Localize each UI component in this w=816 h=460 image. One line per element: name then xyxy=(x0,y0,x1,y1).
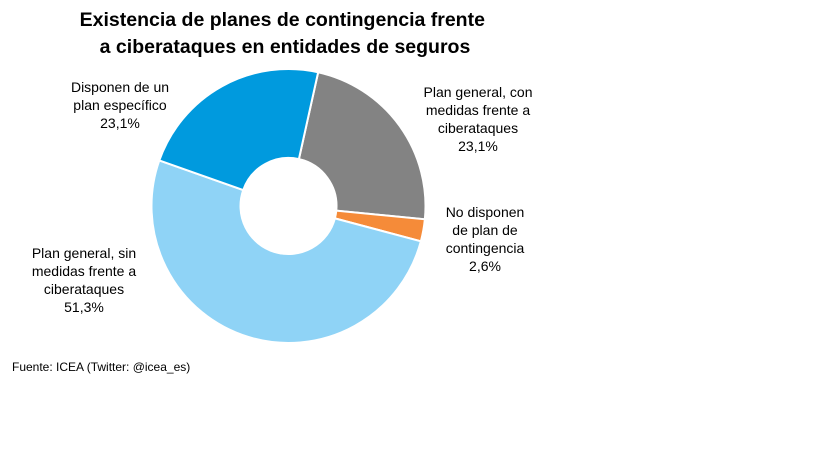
slice-value-label: 2,6% xyxy=(469,258,501,274)
slice-label-line: de plan de xyxy=(452,222,518,238)
chart-title: Existencia de planes de contingencia fre… xyxy=(80,9,491,58)
slice-label-line: ciberataques xyxy=(438,120,518,136)
slice-label-line: Plan general, sin xyxy=(32,245,136,261)
slice-label-line: Disponen de un xyxy=(71,79,169,95)
chart-title-line: a ciberataques en entidades de seguros xyxy=(100,36,471,58)
slice-label-line: medidas frente a xyxy=(426,102,530,118)
slice-label-line: medidas frente a xyxy=(32,263,136,279)
slice-label: Plan general, con medidas frente a ciberat… xyxy=(424,84,533,154)
slice-label: Plan general, sin medidas frente a ciberat… xyxy=(32,245,136,315)
donut-slice xyxy=(150,159,423,344)
chart-title-line: Existencia de planes de contingencia fre… xyxy=(80,9,485,31)
slice-label-line: contingencia xyxy=(446,240,525,256)
slice-label-line: No disponen xyxy=(446,204,525,220)
donut-slice xyxy=(158,68,320,192)
slice-label: Disponen de un plan específico 23,1% xyxy=(71,79,169,131)
slice-label-line: Plan general, con xyxy=(424,84,533,100)
slice-label-line: plan específico xyxy=(73,97,167,113)
donut-slice xyxy=(297,71,427,221)
slice-value-label: 23,1% xyxy=(458,138,498,154)
slice-value-label: 23,1% xyxy=(100,115,140,131)
source-note: Fuente: ICEA (Twitter: @icea_es) xyxy=(12,360,190,374)
slice-label: No disponen de plan de contingencia 2,6% xyxy=(446,204,525,274)
slice-label-line: ciberataques xyxy=(44,281,124,297)
slice-value-label: 51,3% xyxy=(64,299,104,315)
